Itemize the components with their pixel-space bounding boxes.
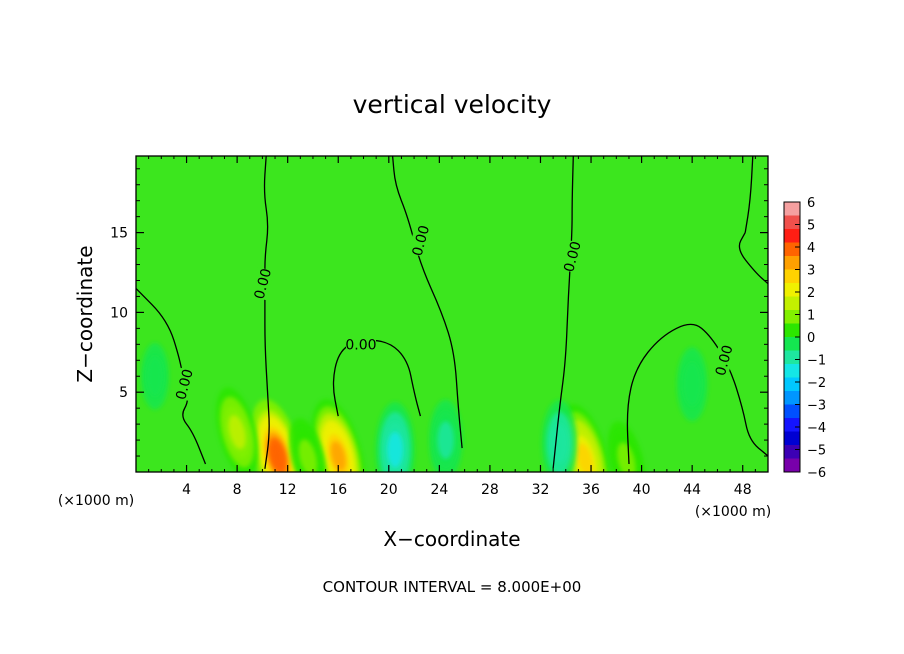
- colorbar-swatch: [784, 296, 800, 311]
- updraft-core: [607, 421, 646, 472]
- contour-label-bg: [345, 335, 376, 353]
- x-tick-label: 48: [734, 482, 752, 498]
- colorbar-swatch: [784, 364, 800, 378]
- colorbar-swatch: [784, 283, 800, 297]
- colorbar-swatch: [784, 404, 800, 419]
- x-tick-label: 16: [329, 482, 347, 498]
- x-axis-ticks: 4 8 12 16 20 24 28 32 36 40 44 48: [148, 156, 756, 498]
- colorbar-swatch: [784, 269, 800, 284]
- zero-contours: [136, 156, 768, 469]
- colorbar-swatch: [784, 418, 800, 432]
- x-tick-label: 40: [633, 482, 651, 498]
- y-tick-label: 10: [110, 305, 128, 321]
- contour-interval-note: CONTOUR INTERVAL = 8.000E+00: [323, 578, 582, 596]
- chart-title: vertical velocity: [353, 90, 552, 119]
- zero-contour-line: [552, 156, 574, 469]
- colorbar-swatch: [784, 215, 800, 230]
- y-axis-ticks: 5 10 15: [110, 168, 768, 457]
- zero-contour-line: [626, 323, 768, 465]
- x-tick-label: 12: [279, 482, 297, 498]
- updraft-core: [250, 399, 305, 472]
- contour-label: 0.00: [252, 267, 276, 301]
- zero-contour-line: [744, 156, 754, 233]
- downdraft-core: [676, 347, 708, 422]
- y-tick-label: 15: [110, 226, 128, 242]
- zero-contour-line: [738, 232, 768, 285]
- x-tick-label: 20: [380, 482, 398, 498]
- colorbar-tick-label: 0: [807, 331, 815, 346]
- updraft-core: [289, 418, 327, 472]
- colorbar-tick-label: 1: [807, 309, 815, 324]
- colorbar-tick-label: 5: [807, 219, 815, 234]
- x-tick-label: 32: [532, 482, 550, 498]
- contour-label: 0.00: [345, 337, 376, 353]
- colorbar-swatch: [784, 229, 800, 243]
- downdraft-core: [141, 343, 169, 410]
- colorbar-tick-label: 4: [807, 241, 815, 256]
- colorbar-tick-label: −2: [807, 376, 826, 391]
- zero-contour-line: [391, 156, 463, 449]
- colorbar-tick-label: 6: [807, 196, 815, 211]
- x-tick-label: 36: [582, 482, 600, 498]
- x-tick-label: 8: [233, 482, 242, 498]
- contour-label: 0.00: [173, 367, 197, 401]
- downdraft-core: [375, 402, 415, 472]
- contour-label-bg: [249, 266, 275, 301]
- downdraft-core: [429, 399, 463, 472]
- colorbar-swatch: [784, 242, 800, 257]
- colorbar-swatch: [784, 337, 800, 351]
- x-tick-label: 4: [182, 482, 191, 498]
- y-axis-label: Z−coordinate: [73, 245, 97, 382]
- updraft-core: [215, 387, 259, 472]
- velocity-field: [141, 343, 708, 472]
- colorbar-swatch: [784, 391, 800, 405]
- colorbar-swatch: [784, 458, 800, 473]
- y-tick-label: 5: [119, 385, 128, 401]
- zero-contour-line: [263, 156, 270, 469]
- x-tick-label: 28: [481, 482, 499, 498]
- contour-label: 0.00: [713, 343, 737, 377]
- colorbar-swatch: [784, 202, 800, 216]
- contour-label: 0.00: [561, 240, 585, 274]
- colorbar: 6 5 4 3 2 1 0 −1 −2 −3 −4 −5 −6: [783, 196, 826, 481]
- contour-label: 0.00: [410, 224, 434, 258]
- contour-label-bg: [559, 239, 584, 274]
- x-tick-label: 24: [430, 482, 448, 498]
- x-axis-label: X−coordinate: [383, 527, 520, 551]
- colorbar-swatch: [784, 445, 800, 459]
- colorbar-tick-label: 3: [807, 264, 815, 279]
- colorbar-tick-label: −3: [807, 399, 826, 414]
- colorbar-swatch: [784, 350, 800, 365]
- colorbar-swatch: [784, 310, 800, 324]
- colorbar-tick-label: 2: [807, 286, 815, 301]
- colorbar-swatch: [784, 377, 800, 392]
- contour-label-bg: [171, 367, 196, 401]
- contour-label-bg: [407, 223, 433, 258]
- z-unit-label: (×1000 m): [58, 493, 134, 509]
- x-unit-label: (×1000 m): [695, 504, 771, 520]
- colorbar-tick-label: −6: [807, 466, 826, 481]
- colorbar-swatch: [784, 323, 800, 338]
- contour-labels: 0.00 0.00 0.00 0.00 0.00 0.00: [171, 224, 736, 402]
- colorbar-swatch: [784, 431, 800, 446]
- contour-label-bg: [711, 343, 736, 377]
- colorbar-tick-label: −4: [807, 421, 826, 436]
- colorbar-tick-label: −5: [807, 444, 826, 459]
- colorbar-swatch: [784, 256, 800, 270]
- x-tick-label: 44: [683, 482, 701, 498]
- colorbar-tick-label: −1: [807, 354, 826, 369]
- updraft-core: [311, 399, 366, 472]
